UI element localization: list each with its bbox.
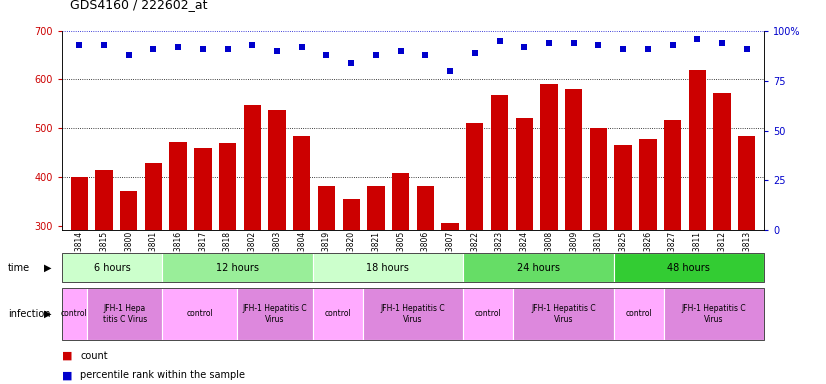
Text: JFH-1 Hepatitis C
Virus: JFH-1 Hepatitis C Virus xyxy=(531,304,596,324)
Bar xyxy=(615,145,632,372)
Point xyxy=(394,48,407,54)
Text: 24 hours: 24 hours xyxy=(517,263,560,273)
Text: JFH-1 Hepatitis C
Virus: JFH-1 Hepatitis C Virus xyxy=(681,304,746,324)
Bar xyxy=(416,185,434,372)
Point xyxy=(245,41,259,48)
Bar xyxy=(441,223,458,372)
Bar xyxy=(714,93,731,372)
Point xyxy=(518,44,531,50)
Bar xyxy=(268,109,286,372)
Text: GDS4160 / 222602_at: GDS4160 / 222602_at xyxy=(70,0,207,12)
Point xyxy=(468,50,482,56)
Bar xyxy=(515,118,533,372)
Point xyxy=(419,51,432,58)
Point xyxy=(344,60,358,66)
Point xyxy=(641,46,654,52)
Bar xyxy=(513,288,614,340)
Bar xyxy=(363,288,463,340)
Bar xyxy=(194,147,211,372)
Bar xyxy=(162,288,238,340)
Text: 6 hours: 6 hours xyxy=(93,263,131,273)
Text: JFH-1 Hepatitis C
Virus: JFH-1 Hepatitis C Virus xyxy=(381,304,445,324)
Bar xyxy=(463,253,614,282)
Text: ▶: ▶ xyxy=(44,263,51,273)
Point xyxy=(122,51,135,58)
Bar xyxy=(540,84,558,372)
Text: control: control xyxy=(625,310,652,318)
Point xyxy=(691,36,704,42)
Text: 12 hours: 12 hours xyxy=(216,263,259,273)
Point xyxy=(369,51,382,58)
Bar xyxy=(664,120,681,372)
Bar xyxy=(313,288,363,340)
Text: time: time xyxy=(8,263,31,273)
Text: 18 hours: 18 hours xyxy=(367,263,410,273)
Point xyxy=(270,48,283,54)
Bar xyxy=(614,288,664,340)
Point xyxy=(320,51,333,58)
Bar xyxy=(145,163,162,372)
Bar xyxy=(219,143,236,372)
Bar xyxy=(343,199,360,372)
Point xyxy=(591,41,605,48)
Point xyxy=(97,41,111,48)
Point xyxy=(444,68,457,74)
Bar xyxy=(664,288,764,340)
Bar xyxy=(368,185,385,372)
Text: ■: ■ xyxy=(62,351,76,361)
Point xyxy=(543,40,556,46)
Text: control: control xyxy=(61,310,88,318)
Text: control: control xyxy=(187,310,213,318)
Text: count: count xyxy=(80,351,107,361)
Text: ▶: ▶ xyxy=(44,309,51,319)
Bar xyxy=(162,253,313,282)
Bar xyxy=(689,70,706,372)
Point xyxy=(493,38,506,44)
Bar xyxy=(392,174,410,372)
Text: control: control xyxy=(325,310,351,318)
Point xyxy=(616,46,629,52)
Bar xyxy=(639,139,657,372)
Point xyxy=(715,40,729,46)
Bar xyxy=(120,192,137,372)
Bar xyxy=(466,123,483,372)
Text: JFH-1 Hepatitis C
Virus: JFH-1 Hepatitis C Virus xyxy=(243,304,307,324)
Point xyxy=(147,46,160,52)
Bar xyxy=(95,170,112,372)
Bar xyxy=(491,95,508,372)
Bar xyxy=(738,136,756,372)
Bar xyxy=(238,288,313,340)
Text: JFH-1 Hepa
titis C Virus: JFH-1 Hepa titis C Virus xyxy=(102,304,147,324)
Bar xyxy=(293,136,311,372)
Point xyxy=(740,46,753,52)
Bar xyxy=(244,105,261,372)
Text: control: control xyxy=(475,310,501,318)
Bar xyxy=(565,89,582,372)
Bar xyxy=(70,177,88,372)
Bar xyxy=(614,253,764,282)
Bar xyxy=(62,253,162,282)
Text: 48 hours: 48 hours xyxy=(667,263,710,273)
Point xyxy=(73,41,86,48)
Point xyxy=(295,44,308,50)
Point xyxy=(666,41,679,48)
Point xyxy=(197,46,210,52)
Bar xyxy=(463,288,513,340)
Bar xyxy=(313,253,463,282)
Point xyxy=(172,44,185,50)
Text: percentile rank within the sample: percentile rank within the sample xyxy=(80,370,245,380)
Bar xyxy=(62,288,87,340)
Text: infection: infection xyxy=(8,309,50,319)
Bar xyxy=(87,288,162,340)
Point xyxy=(567,40,581,46)
Point xyxy=(221,46,235,52)
Bar xyxy=(169,142,187,372)
Text: ■: ■ xyxy=(62,370,76,380)
Bar xyxy=(590,128,607,372)
Bar xyxy=(318,185,335,372)
